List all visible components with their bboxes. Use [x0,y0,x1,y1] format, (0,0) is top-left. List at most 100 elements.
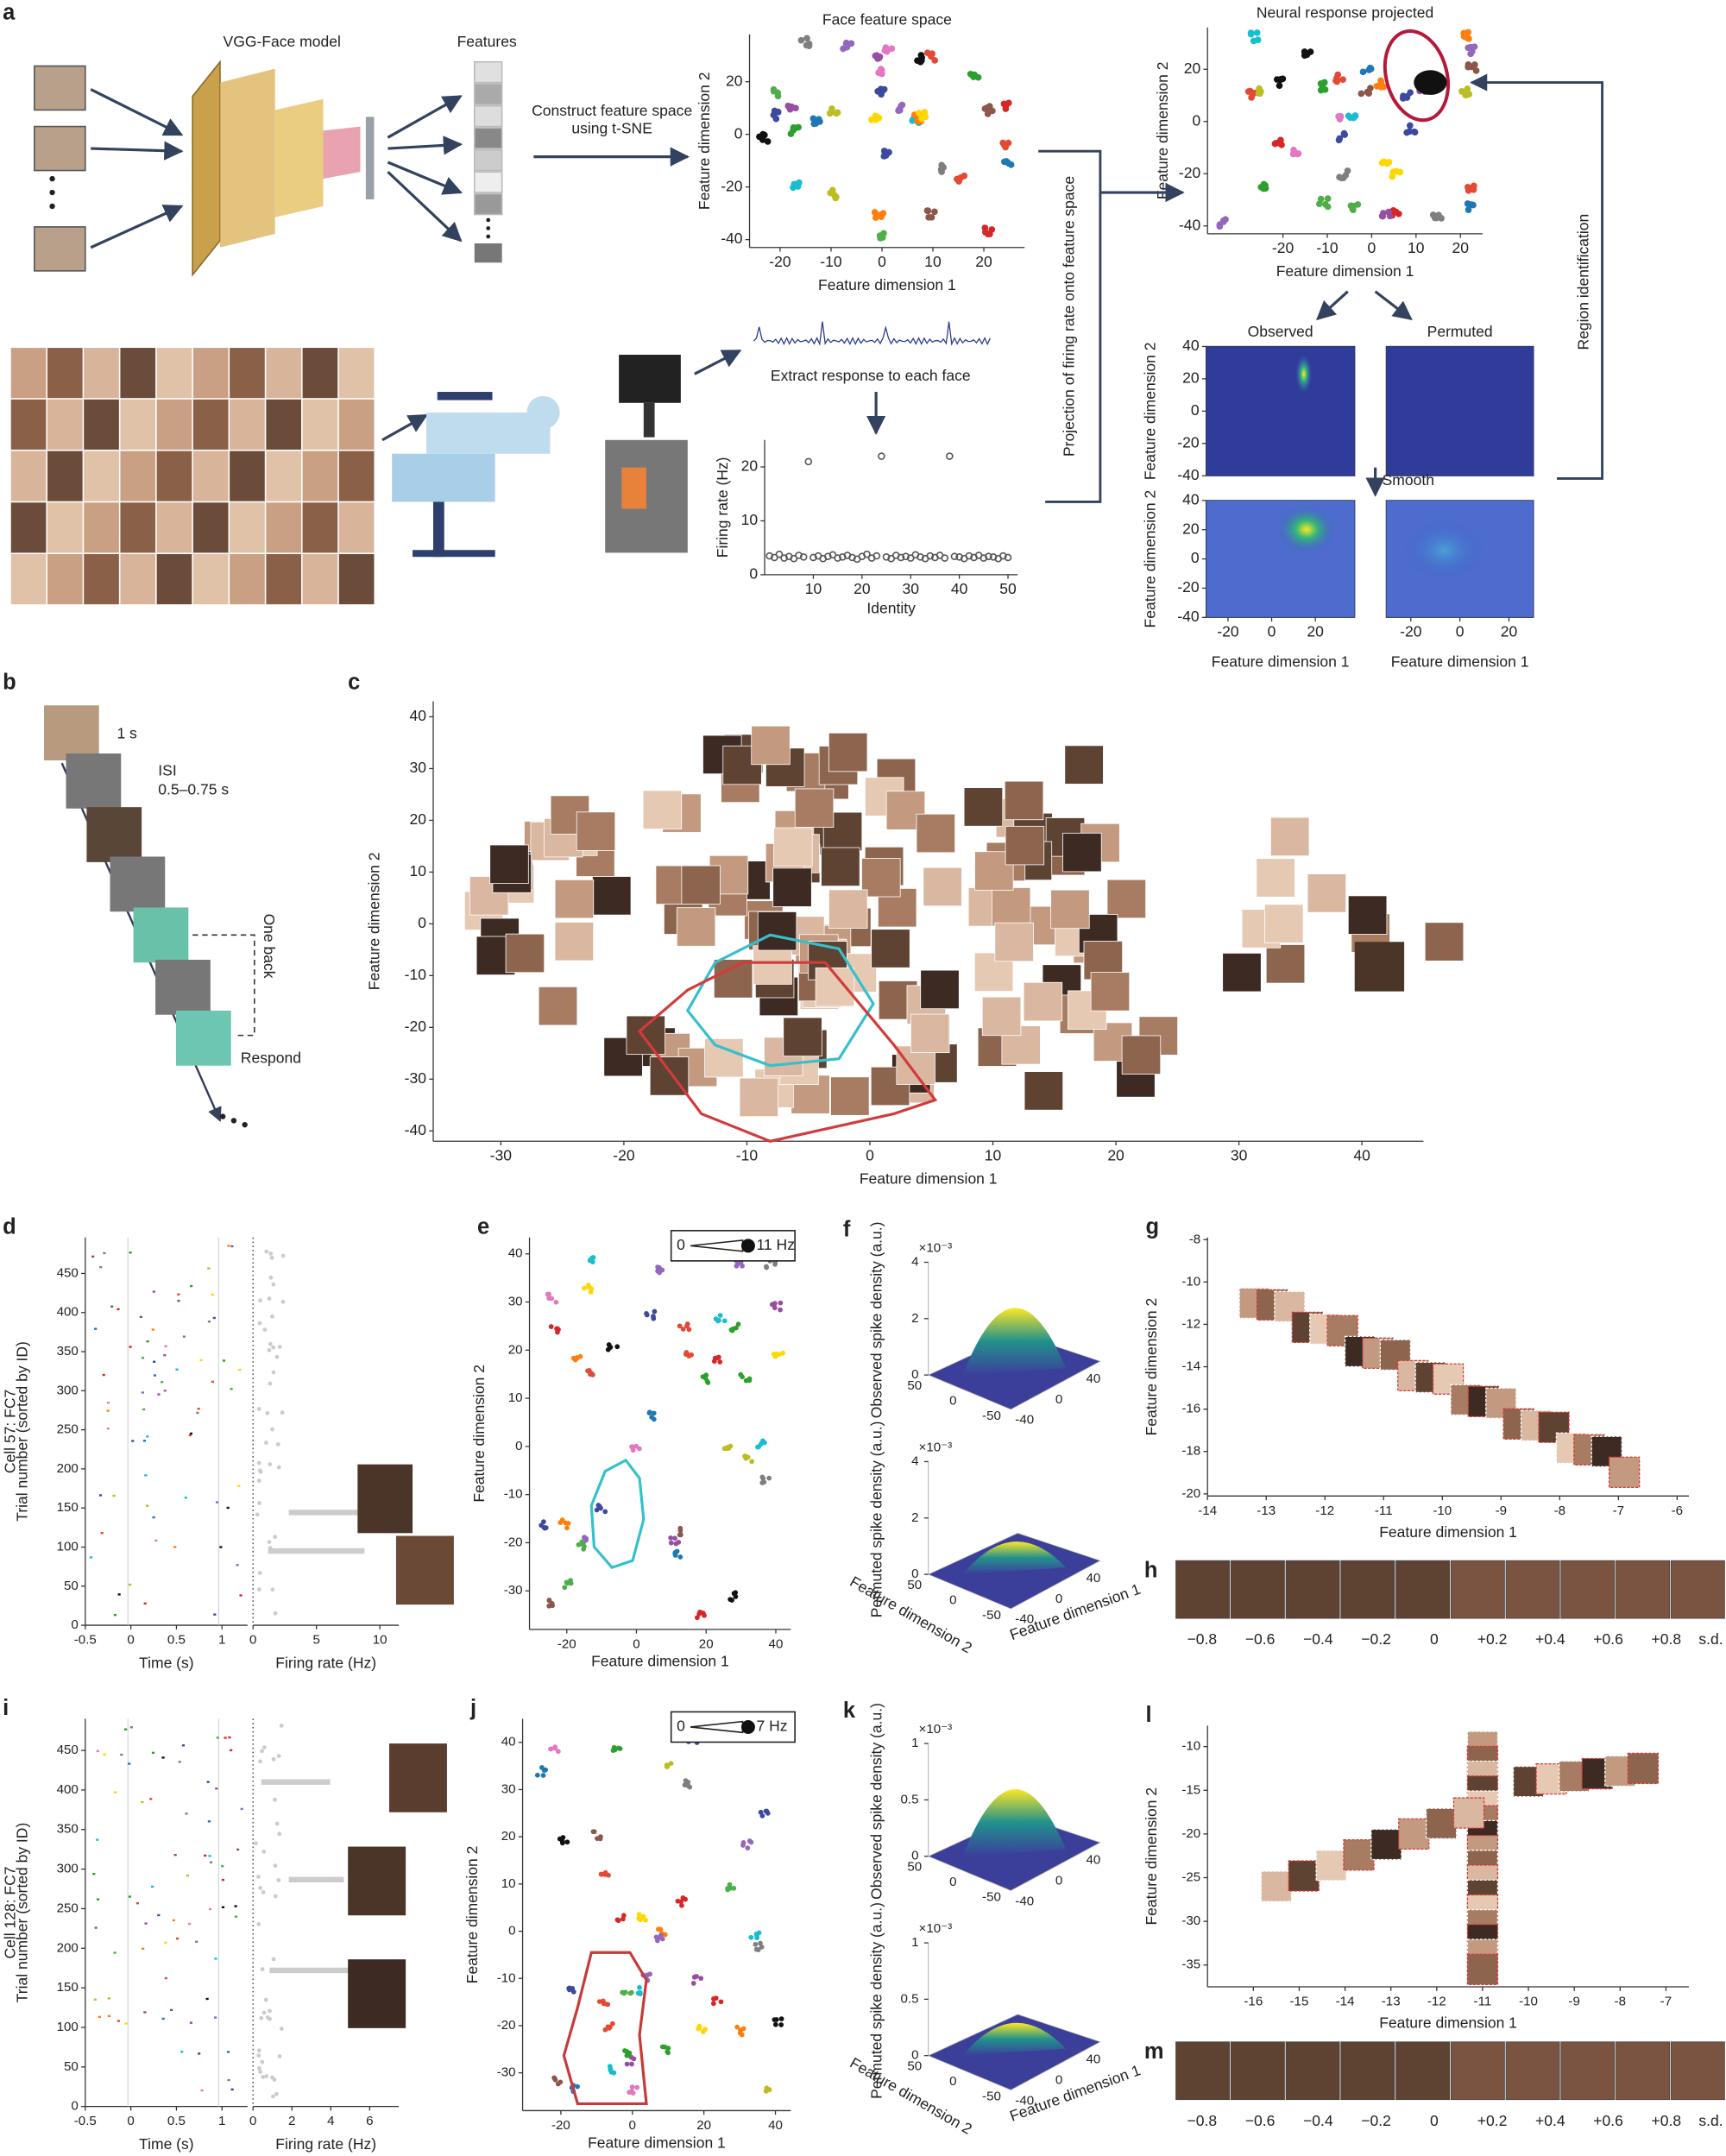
stimulus-photo [302,502,338,553]
cluster-dot [1385,208,1392,216]
region-blob [1414,70,1447,95]
face-thumbnail [642,790,683,829]
rate-dot [264,2074,269,2078]
stimulus-photo [266,554,302,605]
spike-tick [142,1408,146,1411]
stimulus-photo [156,399,192,450]
cluster-dot [1005,99,1012,107]
legend-max: 11 Hz [756,1236,794,1253]
network-layer [219,68,275,248]
face-thumbnail [1627,1752,1660,1785]
cluster-dot [878,233,885,241]
spike-tick [208,1907,212,1911]
spike-trace [753,321,991,346]
x-tick-label: 4 [327,2114,334,2128]
cluster-dot [877,66,885,72]
x-tick-label: 0 [629,2118,636,2133]
x-tick-label: 0 [633,1636,639,1651]
cluster-dot [1366,66,1374,72]
rate-dot [268,1275,274,1280]
cluster-dot [562,1585,568,1591]
spike-tick [206,1781,210,1783]
stimulus-photo [84,554,119,605]
y-tick-label: 20 [508,1342,523,1357]
cluster-dot [727,1882,733,1888]
cluster-dot [748,1934,754,1940]
face-thumbnail [1050,889,1090,930]
cluster-dot [1467,50,1474,58]
cluster-dot [677,1554,683,1560]
y-tick-label: 250 [57,1422,79,1437]
cluster-dot [1403,94,1411,101]
x-axis-label: Time (s) [139,1654,194,1671]
spike-tick [120,1753,123,1756]
rate-point [765,552,773,560]
cluster-dot [1278,141,1285,148]
rate-dot [280,1410,285,1415]
face-thumbnail [828,732,868,772]
dim2-tick-label: 50 [907,1859,922,1874]
feature-cell [474,171,503,193]
spike-tick [94,1327,98,1330]
spike-tick [189,2021,192,2024]
morph-step-label: −0.2 [1361,1630,1391,1648]
y-tick-label: 100 [57,1539,79,1554]
cluster-dot [534,1772,540,1778]
panel-label: m [1144,2039,1164,2064]
cluster-dot [651,1410,657,1416]
cluster-dot [615,1917,620,1923]
face-thumbnail [1452,1797,1485,1829]
cluster-dot [771,87,778,95]
rate-dot [275,1442,280,1447]
rate-dot [258,1759,262,1764]
spike-tick [177,1293,180,1295]
face-thumbnail [772,867,812,907]
face-thumbnail [751,725,791,766]
cluster-dot [652,1308,658,1314]
rate-dot [258,1298,262,1303]
x-tick-label: 0 [1456,622,1465,640]
cluster-dot [564,1579,570,1585]
cluster-dot [687,1784,693,1790]
y-tick-label: 20 [1182,520,1200,537]
cluster-dot [589,1286,595,1292]
rate-point [771,553,778,562]
stimulus-photo [10,451,47,501]
panel-label: k [843,1699,856,1723]
stimulus-photo [192,348,229,399]
spike-tick [142,1440,147,1442]
rate-dot [277,1831,282,1837]
stimulus-photo [156,502,192,553]
rate-dot [267,1540,272,1544]
y-tick-label: -10 [1181,1739,1200,1754]
x-axis-label: Feature dimension 1 [1379,1523,1517,1541]
y-tick-label: 40 [410,707,427,724]
construct-note-box: Construct feature space using t-SNE [532,103,692,137]
spike-tick [214,1957,217,1960]
face-thumbnail [1024,1071,1064,1111]
rate-bar [288,1876,344,1882]
spike-tick [221,1878,225,1882]
cluster-dot [659,1267,665,1273]
isi-range-label: 0.5–0.75 s [158,781,229,798]
z-tick-label: 0 [911,1849,918,1863]
cluster-dot [559,1517,565,1522]
face-thumbnail [753,945,792,985]
cluster-dot [734,1325,739,1331]
face-thumbnail [388,1743,447,1812]
x-axis-label: Feature dimension 1 [591,1653,729,1670]
cluster-dot [546,1291,551,1297]
y-tick-label: -20 [1181,1826,1200,1841]
panel-label: e [477,1214,489,1239]
x-axis-label: Feature dimension 1 [1276,262,1414,280]
spike-tick [197,1408,200,1410]
rate-point [989,553,998,561]
z-tick-label: 2 [911,1510,918,1525]
rate-point [950,552,959,560]
x-tick-label: 0.5 [167,1633,186,1648]
surface-bump [962,1308,1067,1376]
rate-point [985,552,992,560]
spike-tick [129,1251,132,1254]
spike-tick [146,1435,149,1438]
cluster-dot [1367,85,1374,91]
